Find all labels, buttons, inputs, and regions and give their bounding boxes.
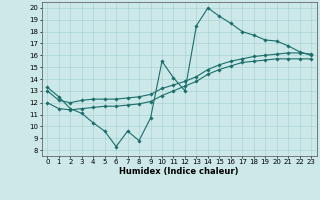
X-axis label: Humidex (Indice chaleur): Humidex (Indice chaleur): [119, 167, 239, 176]
